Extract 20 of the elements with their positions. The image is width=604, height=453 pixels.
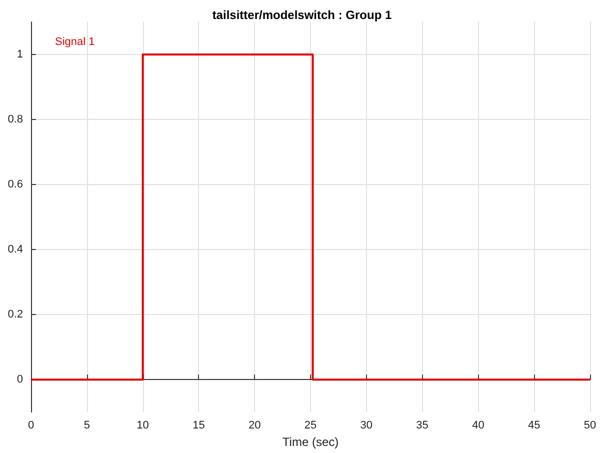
y-tick-label: 0.8 [8, 114, 23, 126]
x-tick-label: 45 [528, 420, 540, 432]
y-tick-label: 0.2 [8, 308, 23, 321]
y-tick-label: 0 [16, 374, 23, 386]
x-tick-label: 25 [304, 420, 317, 432]
y-tick-label: 1 [16, 48, 23, 61]
x-tick-label: 0 [28, 420, 34, 432]
x-tick-label: 35 [416, 420, 428, 432]
x-tick-label: 20 [248, 420, 261, 432]
x-tick-label: 50 [584, 420, 596, 432]
x-axis-title: Time (sec) [282, 435, 339, 449]
x-tick-label: 10 [136, 420, 149, 432]
x-tick-label: 30 [360, 420, 373, 432]
x-tick-label: 5 [84, 420, 90, 432]
text: Signal 1 [55, 36, 95, 48]
y-tick-label: 0.4 [8, 244, 23, 256]
x-tick-label: 15 [192, 420, 205, 432]
y-tick-label: 0.6 [8, 178, 23, 191]
chart-title: tailsitter/modelswitch : Group 1 [212, 8, 392, 22]
x-tick-label: 40 [472, 420, 484, 432]
